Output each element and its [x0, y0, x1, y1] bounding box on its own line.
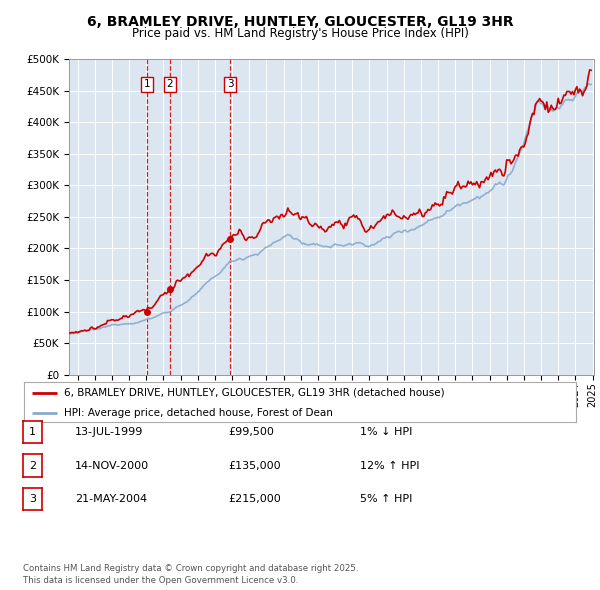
Text: 14-NOV-2000: 14-NOV-2000 — [75, 461, 149, 470]
Text: 21-MAY-2004: 21-MAY-2004 — [75, 494, 147, 504]
Text: 12% ↑ HPI: 12% ↑ HPI — [360, 461, 419, 470]
Text: HPI: Average price, detached house, Forest of Dean: HPI: Average price, detached house, Fore… — [64, 408, 332, 418]
Text: 3: 3 — [227, 79, 233, 89]
Text: 3: 3 — [29, 494, 36, 504]
Text: 1: 1 — [143, 79, 150, 89]
Text: 1% ↓ HPI: 1% ↓ HPI — [360, 427, 412, 437]
Text: 13-JUL-1999: 13-JUL-1999 — [75, 427, 143, 437]
Text: £99,500: £99,500 — [228, 427, 274, 437]
Text: Contains HM Land Registry data © Crown copyright and database right 2025.
This d: Contains HM Land Registry data © Crown c… — [23, 565, 358, 585]
Text: 2: 2 — [166, 79, 173, 89]
Text: 2: 2 — [29, 461, 36, 470]
Text: £135,000: £135,000 — [228, 461, 281, 470]
Text: 1: 1 — [29, 427, 36, 437]
Text: Price paid vs. HM Land Registry's House Price Index (HPI): Price paid vs. HM Land Registry's House … — [131, 27, 469, 40]
Text: £215,000: £215,000 — [228, 494, 281, 504]
Text: 5% ↑ HPI: 5% ↑ HPI — [360, 494, 412, 504]
Text: 6, BRAMLEY DRIVE, HUNTLEY, GLOUCESTER, GL19 3HR: 6, BRAMLEY DRIVE, HUNTLEY, GLOUCESTER, G… — [86, 15, 514, 30]
Text: 6, BRAMLEY DRIVE, HUNTLEY, GLOUCESTER, GL19 3HR (detached house): 6, BRAMLEY DRIVE, HUNTLEY, GLOUCESTER, G… — [64, 388, 445, 398]
